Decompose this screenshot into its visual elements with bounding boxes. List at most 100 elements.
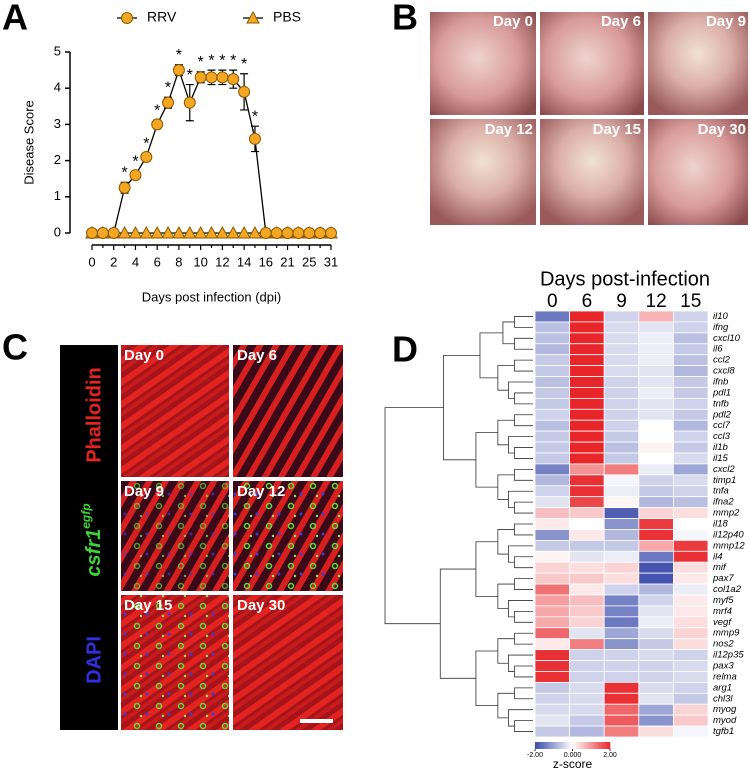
photo-label: Day 9 [124,483,164,500]
heatmap-cell [638,594,674,607]
colorbar-segment [591,742,594,749]
heatmap-cell [603,485,640,498]
heatmap-cell [673,463,709,476]
marker [259,227,272,239]
heatmap-cell [673,616,709,629]
heatmap-cell [673,408,709,421]
heatmap-cell [569,671,605,683]
dendrogram-branch [475,541,498,597]
photo [430,12,536,115]
significance: * [176,47,182,64]
dendrogram-branch [514,687,533,700]
dendrogram-branch [508,381,533,399]
heatmap-cell [569,692,605,705]
photo-label: Day 30 [698,121,746,138]
row-label: ifna2 [713,497,734,508]
heatmap-cell [569,343,605,356]
photo [121,345,229,477]
heatmap-cell [569,507,605,519]
heatmap-cell [534,354,570,367]
colorbar-tick-label: 0.000 [564,752,582,759]
colorbar-segment [595,742,598,749]
colorbar-tick-label: 2.00 [603,752,617,759]
colorbar-segment [608,742,611,749]
heatmap-cell [603,365,640,377]
photo-grid-c: Phalloidin csfr1egfp DAPI Day 0 Day 6 Da… [60,345,343,730]
heatmap-cell [534,550,570,563]
heatmap-cell [673,365,709,377]
heatmap-cell [534,714,570,727]
row-label: mmp9 [713,628,740,639]
dendrogram-branch [502,321,515,345]
heatmap-cell [534,681,570,694]
heatmap-cell [534,474,570,487]
significance: * [154,102,160,119]
dendrogram-branch [514,414,533,427]
heatmap-cell [534,452,570,465]
stain-label: csfr1egfp [79,503,105,576]
marker [226,225,241,239]
photo [648,119,748,225]
colorbar-segment [572,742,575,749]
marker [204,225,219,239]
heatmap-cell [569,463,605,476]
marker [205,71,218,84]
heatmap-cell [569,627,605,640]
marker [194,71,207,84]
row-label: il1b [713,442,728,453]
photo [233,345,343,477]
heatmap-cell [569,572,605,585]
marker [248,132,261,145]
heatmap-cell [673,518,709,530]
heatmap-cell [569,583,605,596]
heatmap-cell [534,387,570,399]
heatmap-cell [603,496,640,509]
significance: * [252,108,258,125]
colorbar-segment [542,742,545,749]
dendrogram-branch [514,337,533,350]
dendrogram-branch [497,419,515,446]
photo [540,119,644,225]
heatmap-cell [673,419,709,432]
heatmap-cell [603,583,640,596]
dendrogram-branch [508,600,533,618]
heatmap-cell [603,343,640,356]
heatmap-cell [638,649,674,661]
heatmap-cell [534,539,570,552]
row-label: mif [713,562,727,573]
colorbar-segment [535,742,538,749]
heatmap-cell [673,343,709,356]
heatmap-cell [569,452,605,465]
marker [193,225,208,239]
heatmap-cell [673,660,709,672]
row-label: tnfa [713,486,729,497]
heatmap-cell [603,561,640,574]
heatmap-cell [638,397,674,410]
heatmap-cell [603,376,640,388]
dendrogram-branch [514,632,533,645]
marker [227,73,240,86]
x-tick-label: 16 [259,254,273,269]
photo [121,595,229,730]
heatmap-cell [638,496,674,509]
colorbar-segment [581,742,585,749]
legend-label: PBS [273,9,301,25]
colorbar-segment [578,742,581,749]
heatmap-cell [569,419,605,432]
marker [172,64,185,77]
heatmap-cell [673,321,709,334]
marker [182,225,197,239]
dendrogram-branch [514,523,533,536]
stain-label: DAPI [83,636,105,684]
heatmap-cell [638,714,674,727]
heatmap-cell [673,572,709,585]
row-label: pdl2 [712,409,732,420]
significance: * [132,154,138,171]
heatmap-cell [673,452,709,465]
row-label: pdl1 [712,387,731,398]
heatmap-cell [534,441,570,454]
dendrogram-branch [514,468,533,481]
heatmap-cell [638,583,674,596]
dendrogram-branch [514,610,533,623]
colorbar-segment [589,742,592,749]
